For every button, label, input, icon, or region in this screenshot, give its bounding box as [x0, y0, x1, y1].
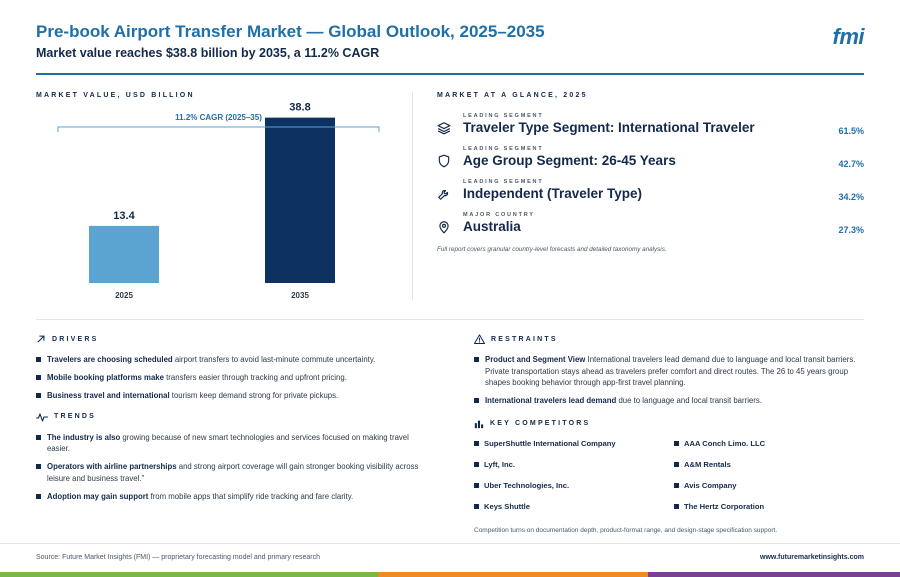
restraint-item: Product and Segment View International t… — [474, 354, 864, 389]
restraints-competitors-column: RESTRAINTS Product and Segment View Inte… — [474, 334, 864, 534]
drivers-header: DRIVERS — [36, 334, 420, 344]
glance-share: 61.5% — [838, 126, 864, 136]
drivers-list: Travelers are choosing scheduled airport… — [36, 354, 420, 402]
x-tick-label: 2035 — [291, 291, 309, 300]
glance-kicker: LEADING SEGMENT — [463, 146, 544, 152]
header-rule — [36, 73, 864, 75]
glance-item: LEADING SEGMENT Age Group Segment: 26-45… — [437, 146, 864, 179]
glance-title: MARKET AT A GLANCE, 2025 — [437, 92, 588, 99]
cagr-bracket — [57, 126, 380, 132]
glance-name: Australia — [463, 219, 521, 234]
driver-item: Mobile booking platforms make transfers … — [36, 372, 420, 384]
x-tick-label: 2025 — [115, 291, 133, 300]
competitor-item: SuperShuttle International Company — [474, 439, 674, 448]
glance-name: Independent (Traveler Type) — [463, 186, 643, 201]
competitors-title: KEY COMPETITORS — [490, 420, 591, 427]
footer-rule — [0, 543, 900, 544]
glance-name: Traveler Type Segment: International Tra… — [463, 120, 755, 135]
competitors-list: SuperShuttle International Company AAA C… — [474, 439, 864, 511]
trend-item: Adoption may gain support from mobile ap… — [36, 491, 420, 503]
glance-item: LEADING SEGMENT Traveler Type Segment: I… — [437, 113, 864, 146]
restraint-item: International travelers lead demand due … — [474, 395, 864, 407]
bar-chart-svg: 13.4 2025 38.8 2035 11.2% CAGR (2025–35) — [57, 102, 380, 300]
stripe-segment — [0, 572, 378, 577]
competitor-item: Lyft, Inc. — [474, 460, 674, 469]
chart-title: MARKET VALUE, USD BILLION — [36, 92, 195, 99]
glance-kicker: LEADING SEGMENT — [463, 113, 544, 119]
glance-share: 27.3% — [838, 225, 864, 235]
column-divider — [412, 92, 413, 300]
map-pin-icon — [437, 212, 463, 239]
section-divider — [36, 319, 864, 320]
bar-2025 — [89, 225, 159, 283]
market-at-a-glance: MARKET AT A GLANCE, 2025 LEADING SEGMENT… — [437, 92, 864, 253]
glance-item: MAJOR COUNTRY Australia 27.3% — [437, 212, 864, 245]
glance-note: Full report covers granular country-leve… — [437, 246, 667, 253]
restraints-title: RESTRAINTS — [491, 335, 558, 343]
restraints-list: Product and Segment View International t… — [474, 354, 864, 407]
trends-header: TRENDS — [36, 412, 420, 422]
glance-share: 34.2% — [838, 192, 864, 202]
market-value-chart: MARKET VALUE, USD BILLION 13.4 2025 38.8 20… — [36, 92, 406, 302]
shield-icon — [437, 146, 463, 173]
footer-color-stripe — [0, 572, 900, 577]
glance-share: 42.7% — [838, 159, 864, 169]
drivers-title: DRIVERS — [52, 335, 99, 343]
competitor-item: The Hertz Corporation — [674, 502, 864, 511]
competitors-header: KEY COMPETITORS — [474, 419, 864, 429]
competitor-item: Uber Technologies, Inc. — [474, 481, 674, 490]
glance-name: Age Group Segment: 26-45 Years — [463, 153, 676, 168]
trends-title: TRENDS — [54, 413, 96, 420]
trending-up-icon — [37, 335, 45, 343]
bar-value-label: 13.4 — [113, 210, 135, 222]
cagr-annotation: 11.2% CAGR (2025–35) — [175, 113, 262, 122]
wrench-icon — [437, 179, 463, 206]
drivers-trends-column: DRIVERS Travelers are choosing scheduled… — [36, 334, 420, 509]
stripe-segment — [378, 572, 648, 577]
glance-kicker: MAJOR COUNTRY — [463, 212, 535, 218]
page-title: Pre-book Airport Transfer Market — Globa… — [36, 22, 545, 41]
page-subtitle: Market value reaches $38.8 billion by 20… — [36, 46, 380, 60]
glance-kicker: LEADING SEGMENT — [463, 179, 544, 185]
trend-item: The industry is also growing because of … — [36, 432, 420, 455]
bar-value-label: 38.8 — [289, 102, 310, 114]
fmi-logo[interactable]: fmi — [832, 24, 865, 49]
glance-item: LEADING SEGMENT Independent (Traveler Ty… — [437, 179, 864, 212]
footer-source: Source: Future Market Insights (FMI) — p… — [36, 554, 320, 561]
activity-icon — [36, 412, 48, 422]
competitor-item: Keys Shuttle — [474, 502, 674, 511]
competitor-item: Avis Company — [674, 481, 864, 490]
trends-list: The industry is also growing because of … — [36, 432, 420, 503]
trend-item: Operators with airline partnerships and … — [36, 461, 420, 484]
warning-icon — [474, 334, 485, 344]
driver-item: Business travel and international touris… — [36, 390, 420, 402]
bar-chart-icon — [474, 420, 484, 428]
layers-icon — [437, 113, 463, 140]
competitor-item: A&M Rentals — [674, 460, 864, 469]
footer-url-link[interactable]: www.futuremarketinsights.com — [760, 554, 864, 561]
competitor-item: AAA Conch Limo. LLC — [674, 439, 864, 448]
restraints-header: RESTRAINTS — [474, 334, 864, 344]
stripe-segment — [648, 572, 900, 577]
bar-2035 — [265, 117, 335, 283]
competitors-note: Competition turns on documentation depth… — [474, 526, 778, 534]
driver-item: Travelers are choosing scheduled airport… — [36, 354, 420, 366]
